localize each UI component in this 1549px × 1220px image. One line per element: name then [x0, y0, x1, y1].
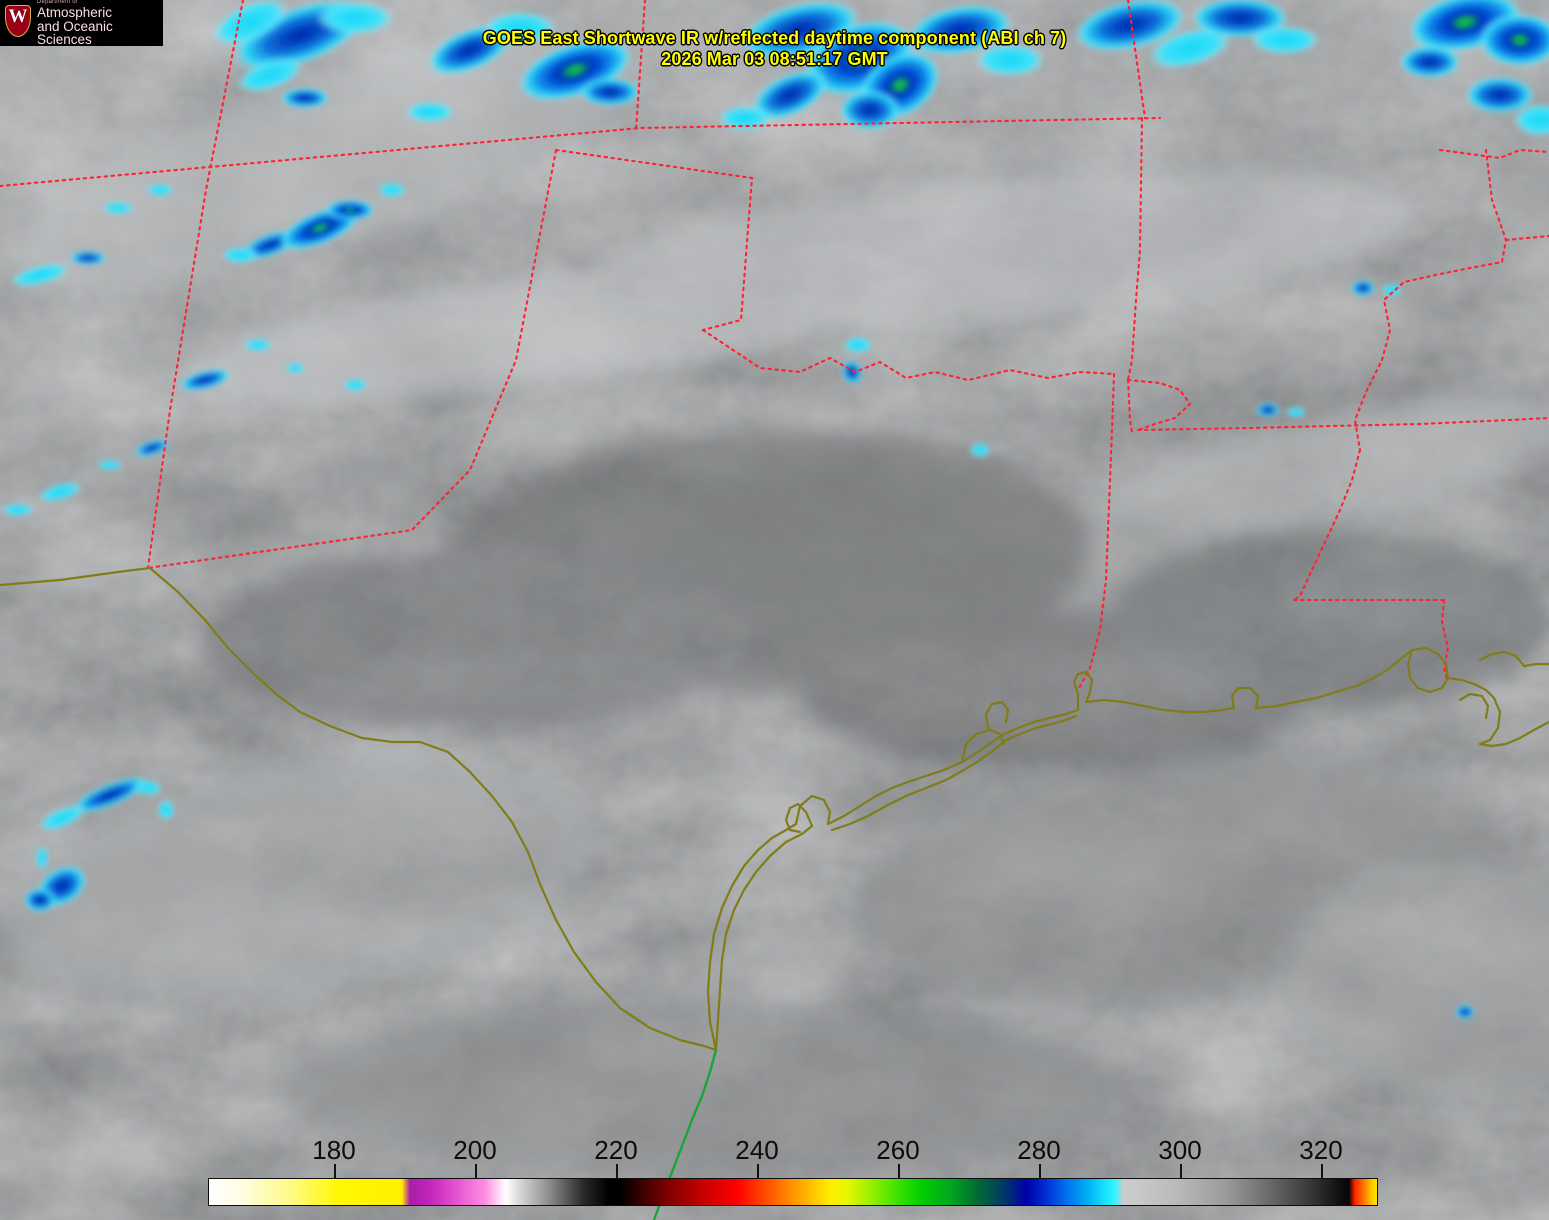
uw-aos-logo: W Department of Atmospheric and Oceanic …: [0, 0, 163, 46]
logo-dept-line: Department of: [37, 0, 78, 6]
logo-name-line-1: Atmospheric: [37, 5, 113, 21]
crest-letter: W: [8, 6, 28, 27]
uw-crest-icon: W: [3, 3, 33, 43]
logo-name-line-2: and Oceanic Sciences: [37, 18, 113, 47]
logo-text-block: Department of Atmospheric and Oceanic Sc…: [37, 0, 163, 46]
